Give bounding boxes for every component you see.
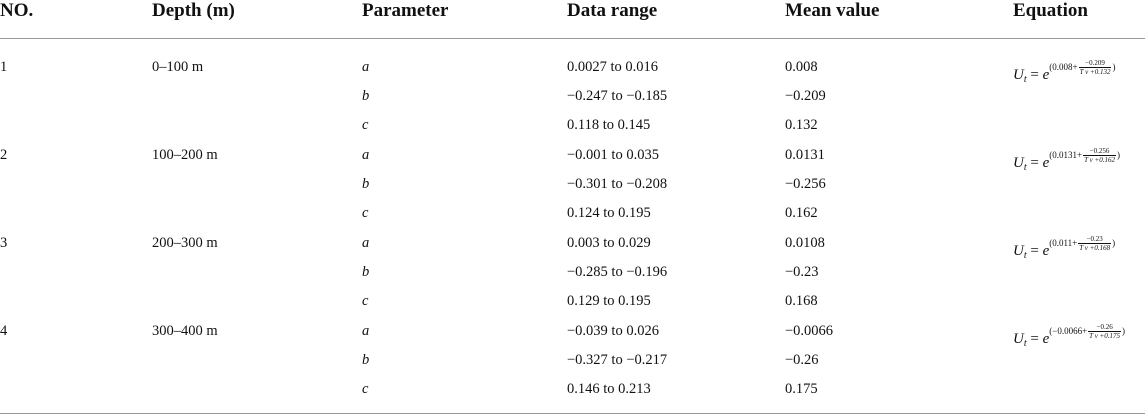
param-cell: b [362, 264, 370, 280]
header-depth: Depth (m) [152, 0, 235, 21]
group-no: 4 [0, 323, 8, 339]
range-cell: −0.285 to −0.196 [567, 264, 668, 280]
range-cell: −0.001 to 0.035 [567, 147, 659, 163]
param-cell: a [362, 323, 370, 339]
range-cell: −0.327 to −0.217 [567, 352, 668, 368]
param-cell: c [362, 205, 369, 221]
header-no: NO. [0, 0, 34, 21]
mean-cell: 0.168 [785, 293, 818, 309]
equation-cell: Ut = e(0.0131+ −0.256 T v +0.162) [1013, 147, 1120, 173]
header-equation: Equation [1013, 0, 1088, 21]
group-depth: 200–300 m [152, 235, 218, 251]
header-mean-value: Mean value [785, 0, 880, 21]
group-no: 1 [0, 59, 8, 75]
header-parameter: Parameter [362, 0, 449, 21]
param-cell: a [362, 147, 370, 163]
range-cell: 0.129 to 0.195 [567, 293, 651, 309]
mean-cell: −0.23 [785, 264, 819, 280]
range-cell: −0.247 to −0.185 [567, 88, 668, 104]
mean-cell: −0.256 [785, 176, 826, 192]
param-cell: b [362, 352, 370, 368]
range-cell: −0.301 to −0.208 [567, 176, 668, 192]
param-cell: c [362, 293, 369, 309]
mean-cell: 0.0108 [785, 235, 825, 251]
group-depth: 100–200 m [152, 147, 218, 163]
range-cell: 0.118 to 0.145 [567, 117, 651, 133]
mean-cell: −0.209 [785, 88, 826, 104]
equation-cell: Ut = e(0.011+ −0.23 T v +0.168) [1013, 235, 1116, 261]
range-cell: 0.003 to 0.029 [567, 235, 651, 251]
param-cell: a [362, 235, 370, 251]
mean-cell: −0.0066 [785, 323, 834, 339]
range-cell: −0.039 to 0.026 [567, 323, 659, 339]
group-no: 2 [0, 147, 8, 163]
group-depth: 0–100 m [152, 59, 204, 75]
bottom-rule [0, 413, 1145, 414]
range-cell: 0.0027 to 0.016 [567, 59, 659, 75]
mean-cell: −0.26 [785, 352, 819, 368]
group-no: 3 [0, 235, 8, 251]
param-cell: b [362, 176, 370, 192]
header-data-range: Data range [567, 0, 658, 21]
range-cell: 0.146 to 0.213 [567, 381, 651, 397]
equation-cell: Ut = e(0.008+ −0.209 T v +0.132) [1013, 59, 1116, 85]
mean-cell: 0.132 [785, 117, 818, 133]
header-rule [0, 38, 1145, 39]
param-cell: c [362, 381, 369, 397]
param-cell: b [362, 88, 370, 104]
param-cell: c [362, 117, 369, 133]
mean-cell: 0.008 [785, 59, 818, 75]
range-cell: 0.124 to 0.195 [567, 205, 651, 221]
mean-cell: 0.175 [785, 381, 818, 397]
param-cell: a [362, 59, 370, 75]
mean-cell: 0.162 [785, 205, 818, 221]
group-depth: 300–400 m [152, 323, 218, 339]
equation-cell: Ut = e(−0.0066+ −0.26 T v +0.175) [1013, 323, 1126, 349]
mean-cell: 0.0131 [785, 147, 825, 163]
